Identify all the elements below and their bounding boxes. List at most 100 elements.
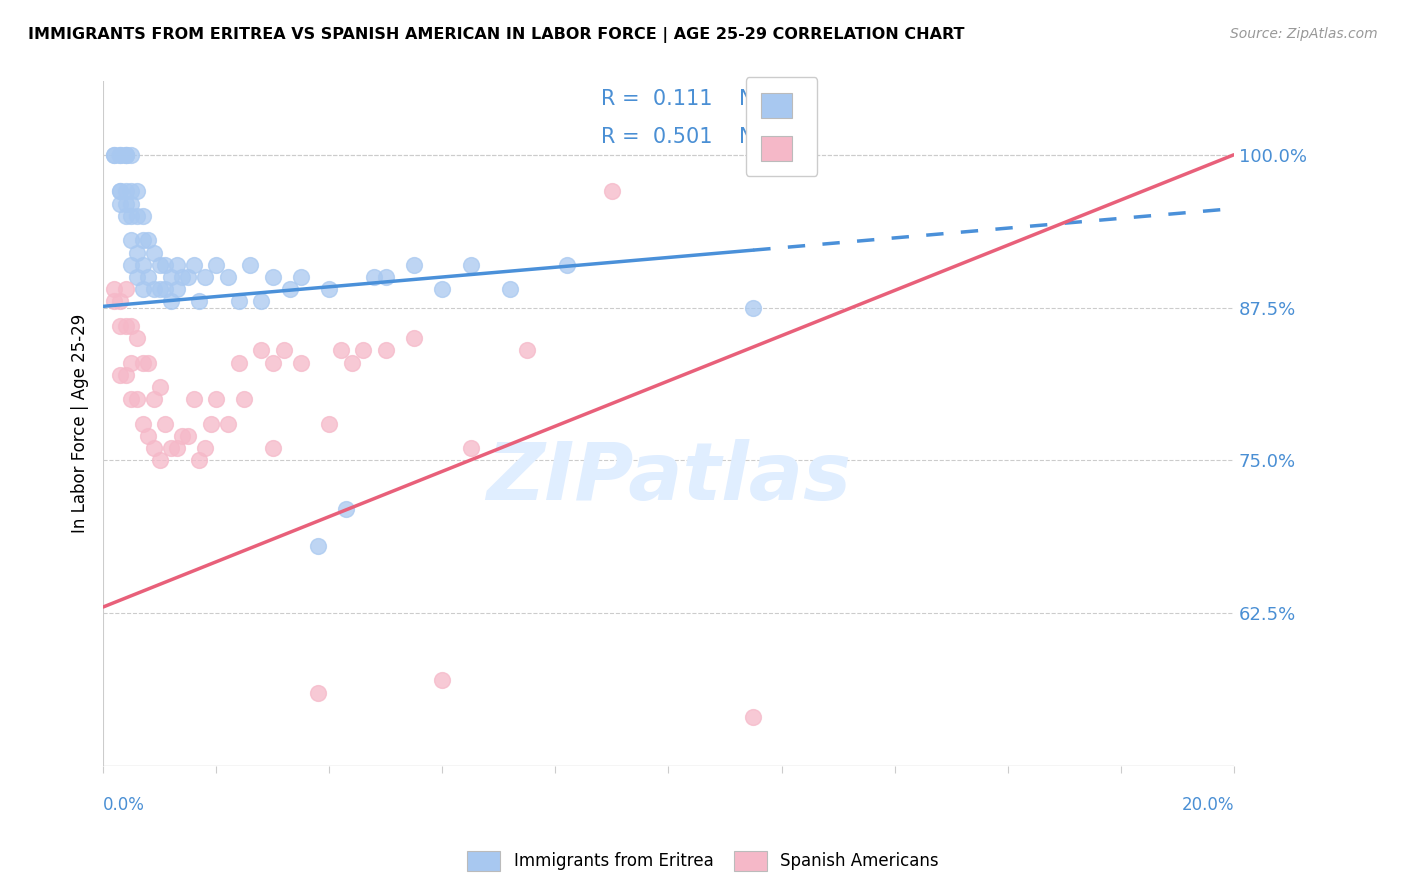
Point	[120, 185, 142, 199]
Point	[108, 294, 131, 309]
Point	[432, 282, 454, 296]
Point	[307, 685, 329, 699]
Point	[188, 453, 211, 467]
Point	[155, 258, 177, 272]
Point	[742, 710, 765, 724]
Point	[555, 258, 578, 272]
Point	[352, 343, 374, 358]
Point	[172, 429, 194, 443]
Point	[250, 343, 273, 358]
Point	[114, 368, 136, 382]
Point	[318, 282, 340, 296]
Point	[177, 429, 200, 443]
Point	[177, 270, 200, 285]
Point	[262, 441, 284, 455]
Point	[160, 294, 183, 309]
Point	[120, 209, 142, 223]
Point	[114, 196, 136, 211]
Text: 0.0%: 0.0%	[103, 797, 145, 814]
Point	[155, 417, 177, 431]
Point	[131, 233, 153, 247]
Point	[125, 209, 148, 223]
Point	[108, 185, 131, 199]
Point	[363, 270, 385, 285]
Point	[125, 331, 148, 345]
Point	[125, 245, 148, 260]
Point	[262, 355, 284, 369]
Point	[114, 148, 136, 162]
Point	[239, 258, 262, 272]
Legend: Immigrants from Eritrea, Spanish Americans: Immigrants from Eritrea, Spanish America…	[458, 842, 948, 880]
Point	[166, 258, 188, 272]
Point	[114, 209, 136, 223]
Point	[143, 282, 166, 296]
Point	[183, 392, 205, 407]
Point	[149, 453, 172, 467]
Point	[125, 270, 148, 285]
Point	[262, 270, 284, 285]
Point	[138, 233, 160, 247]
Point	[329, 343, 352, 358]
Point	[149, 258, 172, 272]
Point	[194, 441, 217, 455]
Point	[103, 148, 125, 162]
Point	[131, 417, 153, 431]
Point	[120, 318, 142, 333]
Point	[108, 318, 131, 333]
Point	[402, 331, 425, 345]
Point	[143, 441, 166, 455]
Point	[149, 380, 172, 394]
Point	[205, 392, 228, 407]
Point	[160, 441, 183, 455]
Point	[335, 502, 357, 516]
Point	[188, 294, 211, 309]
Point	[172, 270, 194, 285]
Point	[108, 185, 131, 199]
Point	[205, 258, 228, 272]
Point	[460, 441, 482, 455]
Point	[120, 196, 142, 211]
Text: 20.0%: 20.0%	[1181, 797, 1234, 814]
Legend: , : ,	[745, 78, 817, 176]
Point	[103, 282, 125, 296]
Point	[114, 148, 136, 162]
Point	[120, 392, 142, 407]
Point	[600, 185, 623, 199]
Point	[138, 429, 160, 443]
Text: R =  0.501    N = 51: R = 0.501 N = 51	[600, 127, 811, 147]
Point	[108, 148, 131, 162]
Point	[228, 294, 250, 309]
Point	[273, 343, 295, 358]
Point	[131, 258, 153, 272]
Point	[166, 441, 188, 455]
Point	[114, 318, 136, 333]
Text: IMMIGRANTS FROM ERITREA VS SPANISH AMERICAN IN LABOR FORCE | AGE 25-29 CORRELATI: IMMIGRANTS FROM ERITREA VS SPANISH AMERI…	[28, 27, 965, 43]
Point	[155, 282, 177, 296]
Point	[120, 258, 142, 272]
Text: Source: ZipAtlas.com: Source: ZipAtlas.com	[1230, 27, 1378, 41]
Point	[228, 355, 250, 369]
Point	[143, 392, 166, 407]
Point	[340, 355, 363, 369]
Point	[131, 282, 153, 296]
Point	[217, 417, 239, 431]
Point	[114, 282, 136, 296]
Point	[183, 258, 205, 272]
Point	[374, 343, 396, 358]
Point	[143, 245, 166, 260]
Text: ZIPatlas: ZIPatlas	[486, 440, 851, 517]
Point	[460, 258, 482, 272]
Point	[233, 392, 256, 407]
Point	[103, 294, 125, 309]
Point	[138, 355, 160, 369]
Point	[290, 270, 312, 285]
Point	[742, 301, 765, 315]
Point	[200, 417, 222, 431]
Point	[120, 233, 142, 247]
Point	[432, 673, 454, 688]
Point	[250, 294, 273, 309]
Point	[108, 148, 131, 162]
Point	[160, 270, 183, 285]
Point	[499, 282, 522, 296]
Point	[402, 258, 425, 272]
